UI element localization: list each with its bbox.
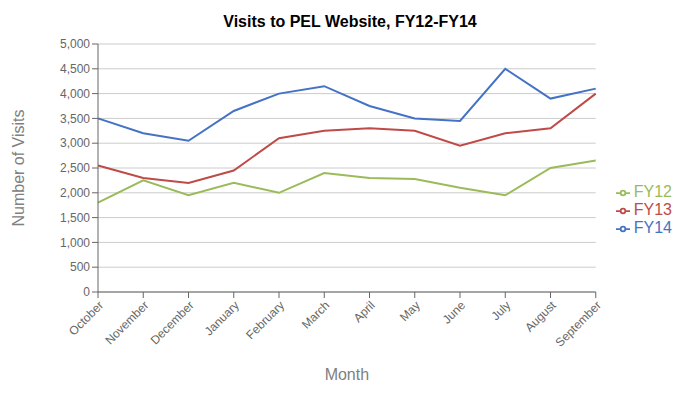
svg-text:500: 500 <box>70 260 90 274</box>
svg-text:March: March <box>299 298 332 331</box>
html-text:Visits to PEL Website, FY12-FY: Visits to PEL Website, FY12-FY14 <box>223 13 477 30</box>
svg-text:2,500: 2,500 <box>60 161 90 175</box>
svg-text:May: May <box>397 298 423 324</box>
svg-text:October: October <box>66 298 106 338</box>
svg-text:July: July <box>488 298 513 323</box>
svg-text:5,000: 5,000 <box>60 37 90 51</box>
html-text:FY13: FY13 <box>633 201 672 218</box>
svg-text:December: December <box>148 298 197 347</box>
svg-text:June: June <box>440 298 469 327</box>
html-text:FY12: FY12 <box>633 183 672 200</box>
svg-text:1,500: 1,500 <box>60 211 90 225</box>
svg-text:April: April <box>351 298 378 325</box>
svg-text:1,000: 1,000 <box>60 236 90 250</box>
svg-text:2,000: 2,000 <box>60 186 90 200</box>
svg-text:3,500: 3,500 <box>60 112 90 126</box>
svg-text:Month: Month <box>325 366 369 383</box>
svg-text:September: September <box>552 298 603 349</box>
svg-text:0: 0 <box>83 285 90 299</box>
html-text:FY14: FY14 <box>633 219 672 236</box>
svg-text:3,000: 3,000 <box>60 136 90 150</box>
svg-text:August: August <box>522 298 559 335</box>
svg-text:November: November <box>102 298 151 347</box>
svg-text:February: February <box>243 298 287 342</box>
svg-text:4,500: 4,500 <box>60 62 90 76</box>
svg-text:4,000: 4,000 <box>60 87 90 101</box>
svg-text:January: January <box>202 298 242 338</box>
svg-text:Number of Visits: Number of Visits <box>10 109 27 226</box>
